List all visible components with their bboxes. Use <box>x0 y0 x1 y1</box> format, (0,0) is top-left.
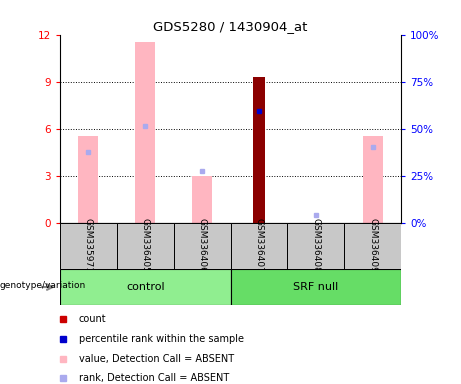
Bar <box>192 176 212 223</box>
Text: GSM335971: GSM335971 <box>84 218 93 273</box>
Text: value, Detection Call = ABSENT: value, Detection Call = ABSENT <box>79 354 234 364</box>
Bar <box>60 223 117 269</box>
Bar <box>363 136 383 223</box>
Text: GSM336405: GSM336405 <box>141 218 150 273</box>
Text: GSM336409: GSM336409 <box>368 218 377 273</box>
Bar <box>287 223 344 269</box>
Bar <box>344 223 401 269</box>
Bar <box>253 77 265 223</box>
Text: SRF null: SRF null <box>293 282 338 292</box>
Bar <box>230 269 401 305</box>
Text: count: count <box>79 314 106 324</box>
Title: GDS5280 / 1430904_at: GDS5280 / 1430904_at <box>154 20 307 33</box>
Bar <box>60 269 230 305</box>
Text: percentile rank within the sample: percentile rank within the sample <box>79 334 244 344</box>
Bar <box>174 223 230 269</box>
Text: control: control <box>126 282 165 292</box>
Text: rank, Detection Call = ABSENT: rank, Detection Call = ABSENT <box>79 374 229 384</box>
Bar <box>230 223 287 269</box>
Text: GSM336408: GSM336408 <box>311 218 320 273</box>
Bar <box>78 136 98 223</box>
Bar <box>135 42 155 223</box>
Bar <box>117 223 174 269</box>
Text: GSM336407: GSM336407 <box>254 218 263 273</box>
Text: genotype/variation: genotype/variation <box>0 281 86 290</box>
Text: GSM336406: GSM336406 <box>198 218 207 273</box>
